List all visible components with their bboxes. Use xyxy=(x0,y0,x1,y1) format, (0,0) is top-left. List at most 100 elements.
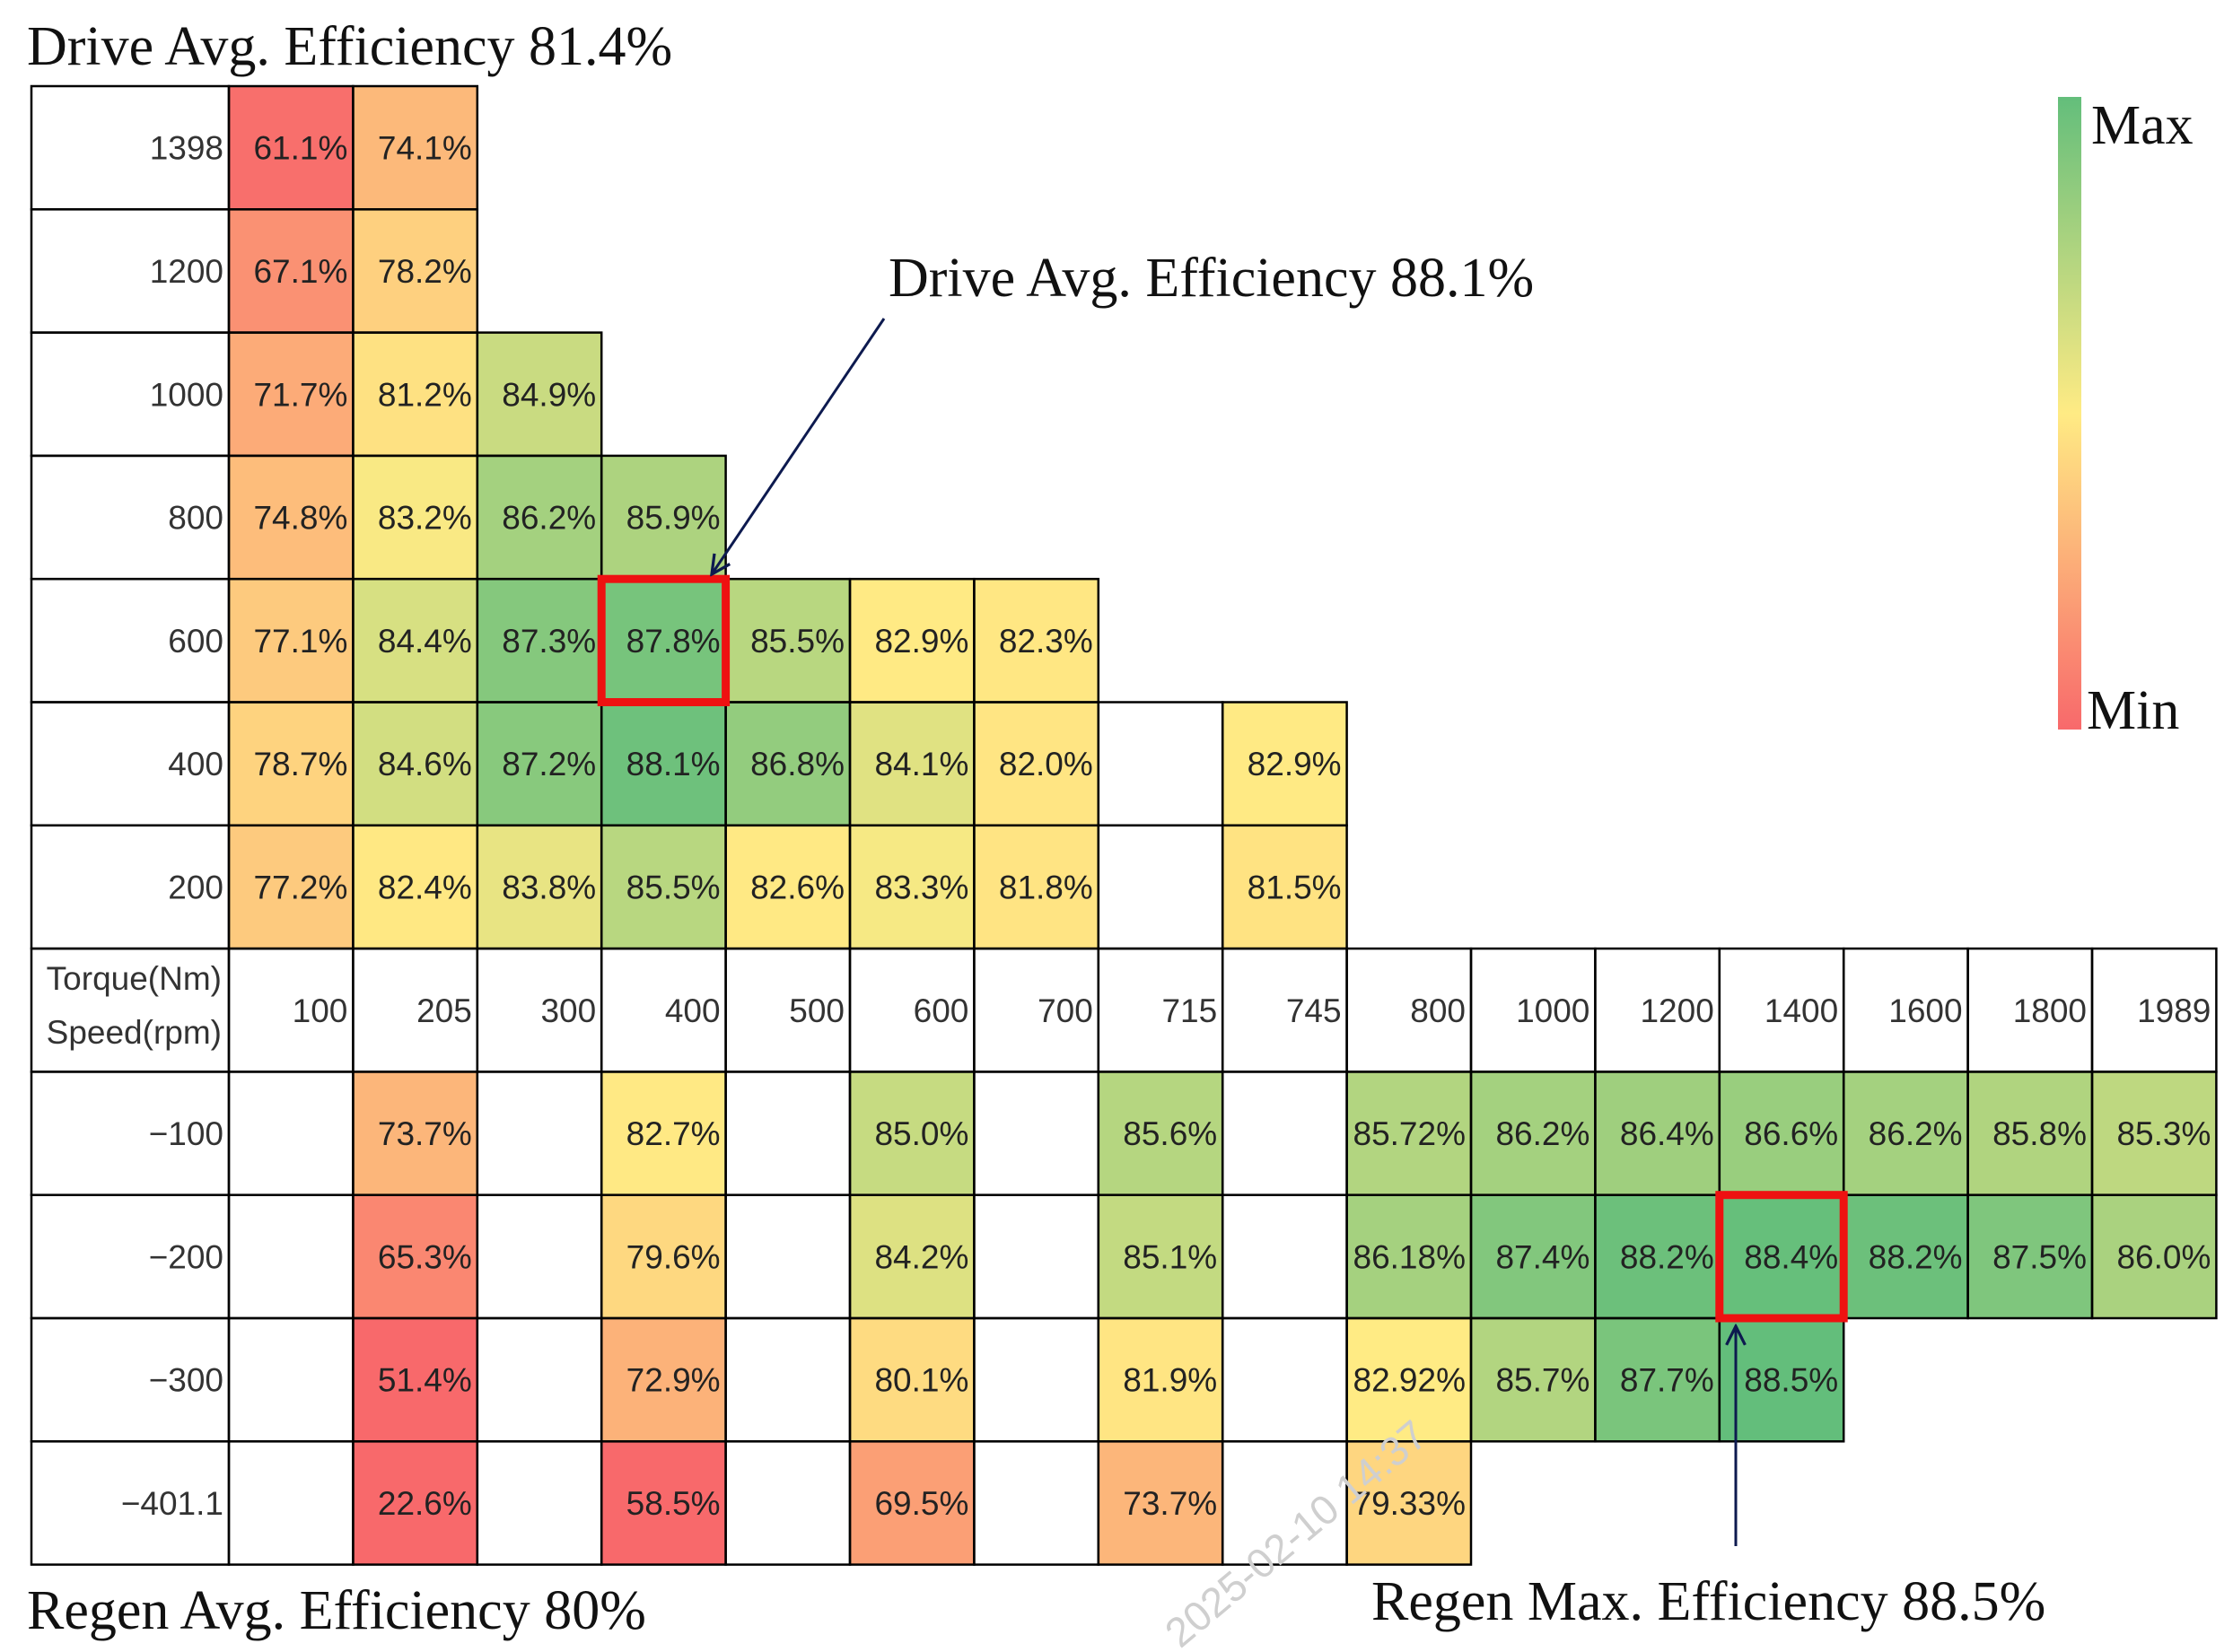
heatmap-cell xyxy=(353,1441,477,1565)
heatmap-cell xyxy=(601,1071,726,1195)
cell-value-label: 85.8% xyxy=(1992,1115,2087,1152)
cell-value-label: 74.8% xyxy=(253,500,347,537)
regen-max-efficiency-label: Regen Max. Efficiency 88.5% xyxy=(1371,1571,2045,1632)
cell-value-label: 78.2% xyxy=(378,253,472,290)
cell-value-label: 82.3% xyxy=(999,623,1093,660)
cell-value-label: 86.18% xyxy=(1353,1238,1467,1275)
highlight-box xyxy=(597,574,731,707)
cell-value-label: 83.3% xyxy=(874,869,968,905)
heatmap-cell xyxy=(1471,1194,1596,1318)
heatmap-cell xyxy=(725,702,850,826)
heatmap-cell xyxy=(1719,1071,1844,1195)
cell-value-label: 85.0% xyxy=(874,1115,968,1152)
cell-value-label: 86.2% xyxy=(1495,1115,1589,1152)
heatmap-cell xyxy=(1346,1441,1471,1565)
cell-value-label: 88.2% xyxy=(1869,1238,1963,1275)
heatmap-cell xyxy=(1843,1071,1968,1195)
color-scale-bar xyxy=(2058,97,2081,730)
grid-cell xyxy=(476,1316,603,1443)
grid-cell xyxy=(1345,1440,1473,1566)
cell-value-label: 74.1% xyxy=(378,130,472,167)
color-scale-max-label: Max xyxy=(2091,95,2194,156)
cell-value-label: 82.4% xyxy=(378,869,472,905)
heatmap-cell xyxy=(2092,1071,2217,1195)
heatmap-cell xyxy=(2092,1194,2217,1318)
cell-value-label: 84.9% xyxy=(502,376,596,413)
heatmap-cell xyxy=(850,825,975,949)
cell-value-label: 58.5% xyxy=(626,1485,721,1522)
grid-cell xyxy=(973,1071,1100,1196)
cell-value-label: 73.7% xyxy=(1123,1485,1217,1522)
heatmap-cell xyxy=(229,455,354,580)
col-label: 205 xyxy=(416,992,472,1029)
heatmap-cell xyxy=(477,579,602,703)
grid-cell xyxy=(227,1440,355,1566)
cell-value-label: 88.2% xyxy=(1620,1238,1714,1275)
row-label: 1200 xyxy=(150,253,223,290)
heatmap-cell xyxy=(1719,1194,1844,1318)
cell-value-label: 67.1% xyxy=(253,253,347,290)
cell-value-label: 81.8% xyxy=(999,869,1093,905)
col-label: 1400 xyxy=(1765,992,1838,1029)
regen-avg-efficiency-label: Regen Avg. Efficiency 80% xyxy=(27,1580,646,1641)
grid-cell xyxy=(973,1193,1100,1320)
cell-value-label: 86.6% xyxy=(1744,1115,1838,1152)
row-label: 600 xyxy=(168,623,223,660)
heatmap-cell xyxy=(353,1318,477,1442)
heatmap-cell xyxy=(477,702,602,826)
heatmap-cell xyxy=(1967,1071,2092,1195)
cell-value-label: 86.0% xyxy=(2116,1238,2211,1275)
heatmap-cell xyxy=(353,579,477,703)
heatmap-cell xyxy=(1595,1318,1720,1442)
grid-cell xyxy=(2090,1193,2218,1320)
row-label: 400 xyxy=(168,746,223,782)
grid-cell xyxy=(973,1440,1100,1566)
drive-callout-arrow xyxy=(712,318,886,574)
heatmap-cell xyxy=(725,579,850,703)
cell-value-label: 87.7% xyxy=(1620,1362,1714,1399)
heatmap-cell xyxy=(1967,1194,2092,1318)
heatmap-cell xyxy=(850,1071,975,1195)
grid-cell xyxy=(724,1193,852,1320)
row-label: 200 xyxy=(168,869,223,905)
grid-cell xyxy=(724,1440,852,1566)
cell-value-label: 88.5% xyxy=(1744,1362,1838,1399)
cell-value-label: 79.33% xyxy=(1353,1485,1467,1522)
heatmap-cell xyxy=(1471,1071,1596,1195)
heatmap-cell xyxy=(974,579,1099,703)
heatmap-cell xyxy=(601,702,726,826)
heatmap-cell xyxy=(477,455,602,580)
heatmap-cell xyxy=(353,1194,477,1318)
cell-value-label: 69.5% xyxy=(874,1485,968,1522)
col-label: 300 xyxy=(540,992,596,1029)
heatmap-cell xyxy=(601,825,726,949)
heatmap-cell xyxy=(1346,1194,1471,1318)
heatmap-cell xyxy=(974,825,1099,949)
grid-cell xyxy=(724,1071,852,1196)
cell-value-label: 71.7% xyxy=(253,376,347,413)
cell-value-label: 73.7% xyxy=(378,1115,472,1152)
heatmap-cell xyxy=(477,332,602,456)
cell-value-label: 81.9% xyxy=(1123,1362,1217,1399)
heatmap-cell xyxy=(1346,1071,1471,1195)
color-scale-min-label: Min xyxy=(2087,680,2179,741)
cell-value-label: 85.72% xyxy=(1353,1115,1467,1152)
heatmap-cell xyxy=(1098,1318,1223,1442)
col-label: 1600 xyxy=(1888,992,1962,1029)
grid-cell xyxy=(476,1071,603,1196)
heatmap-cell xyxy=(229,579,354,703)
heatmap-cell xyxy=(353,209,477,333)
row-label: 1398 xyxy=(150,130,223,167)
heatmap-cell xyxy=(601,1441,726,1565)
heatmap-cell xyxy=(1471,1318,1596,1442)
heatmap-cell xyxy=(850,702,975,826)
col-labels: 100 205 300 400 500 600 700 715 745 800 1000 1200 14… xyxy=(293,992,2211,1029)
cell-value-label: 86.2% xyxy=(1869,1115,1963,1152)
heatmap-cell xyxy=(601,1318,726,1442)
col-label: 100 xyxy=(293,992,348,1029)
heatmap-cell xyxy=(1346,1318,1471,1442)
col-label: 1000 xyxy=(1516,992,1589,1029)
cell-value-label: 77.2% xyxy=(253,869,347,905)
cell-value-label: 85.9% xyxy=(626,500,721,537)
